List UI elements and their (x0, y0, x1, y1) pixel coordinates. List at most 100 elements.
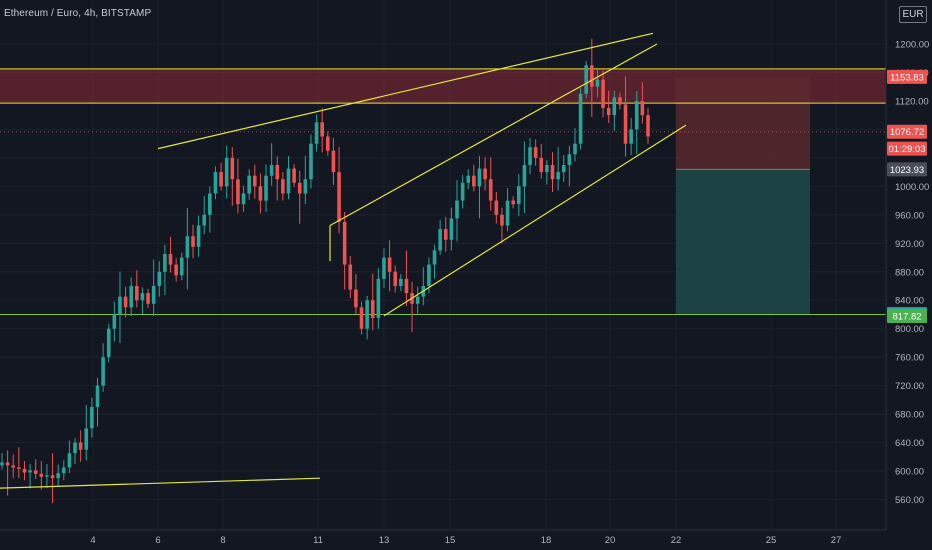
candle-up (612, 90, 617, 132)
candle-down (404, 250, 409, 306)
candle-down (50, 453, 55, 504)
candle-up (106, 323, 111, 363)
candle-down (370, 273, 375, 331)
candle-down (281, 172, 285, 201)
price-label-support: 817.82 (887, 309, 927, 324)
candle-down (348, 256, 353, 299)
candle-up (241, 185, 246, 212)
candle-up (399, 273, 403, 291)
y-tick-label: 600.00 (895, 467, 924, 478)
candle-body (342, 221, 347, 265)
candle-up (286, 156, 291, 200)
y-tick-label: 840.00 (895, 296, 924, 307)
candle-body (196, 225, 201, 247)
candle-body (354, 289, 358, 308)
candle-body (320, 122, 324, 137)
candle-down (39, 461, 44, 490)
candle-body (67, 453, 72, 468)
stop-loss-zone (676, 76, 810, 170)
candle-down (292, 164, 296, 188)
candle-body (252, 175, 257, 187)
price-label-box (887, 162, 927, 177)
candle-body (123, 296, 128, 308)
candle-body (331, 150, 336, 173)
candle-body (640, 100, 645, 116)
candle-body (511, 200, 515, 205)
candle-body (174, 264, 178, 276)
candle-up (67, 440, 72, 474)
candle-down (17, 447, 21, 479)
candle-body (618, 97, 622, 105)
candle-down (230, 147, 235, 206)
candle-up (309, 134, 313, 189)
candle-body (438, 229, 442, 251)
candle-up (163, 244, 167, 295)
price-label-text: 1023.93 (890, 165, 924, 176)
candle-up (112, 301, 117, 342)
candle-body (382, 257, 386, 279)
candle-body (348, 264, 353, 290)
candle-body (118, 296, 122, 315)
candle-body (157, 271, 162, 286)
candle-up (202, 196, 207, 235)
candle-body (376, 278, 381, 319)
candle-body (95, 385, 100, 407)
candle-body (281, 179, 285, 194)
candle-down (337, 147, 341, 234)
candle-up (595, 68, 600, 98)
candle-body (309, 143, 313, 180)
candle-down (342, 211, 347, 290)
candle-body (404, 278, 409, 294)
price-label-entry: 1023.93 (887, 162, 927, 177)
candle-up (573, 127, 577, 162)
candle-body (606, 108, 611, 116)
candle-down (443, 216, 448, 252)
candle-up (95, 377, 100, 427)
candle-body (460, 182, 465, 201)
candle-body (393, 271, 398, 286)
candle-body (449, 218, 454, 240)
horizontal-levels (0, 68, 886, 315)
trendline-base (0, 477, 321, 489)
y-tick-label: 720.00 (895, 381, 924, 392)
price-label-box (887, 141, 927, 156)
candle-up (584, 61, 589, 99)
candle-body (337, 172, 341, 222)
candle-body (286, 168, 291, 194)
candle-body (432, 250, 437, 265)
candle-body (56, 473, 60, 479)
price-label-text: 01:29:03 (889, 144, 926, 155)
candle-down (590, 38, 594, 117)
candle-down (393, 265, 398, 293)
candle-up (365, 295, 369, 340)
candle-body (269, 164, 274, 176)
y-tick-label: 920.00 (895, 239, 924, 250)
y-tick-label: 1000.00 (895, 182, 929, 193)
y-tick-label: 560.00 (895, 495, 924, 506)
candle-body (472, 175, 476, 187)
candle-body (45, 475, 49, 477)
candle-body (634, 100, 639, 130)
candle-down (533, 139, 538, 166)
candle-body (466, 175, 471, 183)
candle-up (556, 147, 560, 191)
candle-body (0, 462, 4, 466)
candle-up (0, 453, 4, 470)
candle-down (297, 170, 302, 224)
candle-down (5, 450, 10, 496)
candle-down (494, 192, 499, 224)
candle-up (517, 174, 521, 217)
x-tick-label: 22 (671, 535, 682, 546)
candle-body (84, 428, 89, 450)
candle-up (455, 180, 459, 242)
candle-up (466, 169, 471, 190)
x-tick-label: 27 (831, 535, 842, 546)
candle-body (241, 193, 246, 205)
candle-body (595, 79, 600, 87)
candle-body (50, 475, 55, 479)
symbol-title: Ethereum / Euro, 4h, BITSTAMP (4, 8, 152, 19)
candle-down (623, 76, 628, 157)
currency-button[interactable]: EUR (899, 6, 927, 23)
y-tick-label: 1200.00 (895, 40, 929, 51)
